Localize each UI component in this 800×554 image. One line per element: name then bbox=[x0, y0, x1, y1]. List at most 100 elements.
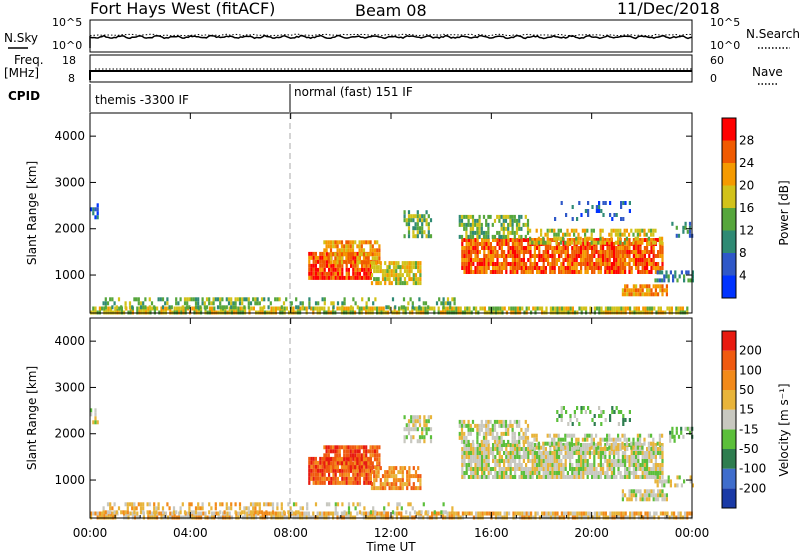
heatmap-cell bbox=[287, 510, 290, 515]
heatmap-cell bbox=[363, 460, 366, 465]
heatmap-cell bbox=[524, 431, 527, 436]
heatmap-cell bbox=[606, 463, 609, 467]
heatmap-cell bbox=[502, 214, 505, 219]
heatmap-cell bbox=[317, 480, 320, 485]
heatmap-cell bbox=[361, 464, 364, 469]
heatmap-cell bbox=[365, 271, 368, 276]
heatmap-cell bbox=[190, 297, 193, 302]
heatmap-cell bbox=[314, 472, 317, 477]
heatmap-cell bbox=[423, 427, 426, 432]
heatmap-cell bbox=[381, 269, 385, 274]
heatmap-cell bbox=[511, 246, 514, 250]
heatmap-cell bbox=[482, 214, 486, 219]
heatmap-cell bbox=[652, 451, 655, 455]
heatmap-cell bbox=[114, 306, 117, 311]
heatmap-cell bbox=[463, 250, 466, 254]
heatmap-cell bbox=[483, 306, 486, 311]
heatmap-cell bbox=[689, 475, 692, 480]
heatmap-cell bbox=[358, 306, 361, 311]
heatmap-cell bbox=[557, 228, 560, 233]
heatmap-cell bbox=[549, 511, 552, 516]
heatmap-cell bbox=[529, 246, 532, 250]
heatmap-cell bbox=[531, 451, 534, 455]
heatmap-cell bbox=[328, 263, 331, 268]
heatmap-cell bbox=[628, 292, 631, 297]
heatmap-cell bbox=[404, 306, 407, 311]
heatmap-cell bbox=[477, 511, 480, 516]
heatmap-cell bbox=[621, 246, 624, 250]
heatmap-cell bbox=[319, 460, 322, 465]
heatmap-cell bbox=[292, 306, 295, 311]
heatmap-cell bbox=[581, 437, 584, 442]
heatmap-cell bbox=[537, 441, 540, 446]
heatmap-cell bbox=[667, 278, 670, 283]
heatmap-cell bbox=[584, 270, 587, 274]
heatmap-cell bbox=[635, 475, 638, 479]
heatmap-cell bbox=[617, 228, 620, 233]
heatmap-cell bbox=[665, 270, 668, 275]
heatmap-cell bbox=[480, 439, 483, 444]
heatmap-cell bbox=[476, 459, 479, 463]
heatmap-cell bbox=[525, 447, 528, 451]
colorbar-frame bbox=[721, 117, 737, 299]
heatmap-cell bbox=[406, 265, 409, 270]
heatmap-cell bbox=[602, 250, 605, 254]
heatmap-cell bbox=[595, 238, 598, 242]
heatmap-cell bbox=[375, 486, 378, 491]
heatmap-cell bbox=[172, 506, 176, 511]
heatmap-cell bbox=[472, 447, 475, 451]
heatmap-cell bbox=[525, 250, 528, 254]
heatmap-cell bbox=[540, 445, 543, 450]
heatmap-cell bbox=[514, 266, 517, 270]
heatmap-cell bbox=[643, 262, 646, 266]
heatmap-cell bbox=[650, 475, 653, 479]
heatmap-cell bbox=[615, 511, 618, 516]
heatmap-cell bbox=[365, 240, 368, 245]
heatmap-cell bbox=[339, 480, 342, 485]
heatmap-cell bbox=[377, 277, 380, 282]
heatmap-cell bbox=[431, 306, 434, 311]
heatmap-cell bbox=[489, 250, 492, 254]
heatmap-cell bbox=[562, 455, 565, 459]
heatmap-cell bbox=[549, 447, 552, 451]
heatmap-cell bbox=[376, 240, 379, 245]
heatmap-cell bbox=[399, 470, 402, 475]
heatmap-cell bbox=[637, 475, 640, 479]
heatmap-cell bbox=[536, 451, 539, 455]
heatmap-cell bbox=[613, 471, 616, 475]
heatmap-cell bbox=[92, 420, 95, 425]
heatmap-cell bbox=[338, 306, 341, 311]
heatmap-cell bbox=[682, 225, 685, 230]
heatmap-cell bbox=[542, 258, 545, 262]
heatmap-cell bbox=[589, 511, 592, 516]
heatmap-cell bbox=[536, 254, 539, 258]
heatmap-cell bbox=[527, 455, 530, 459]
heatmap-cell bbox=[592, 228, 595, 233]
heatmap-cell bbox=[564, 463, 567, 467]
heatmap-cell bbox=[365, 457, 368, 462]
heatmap-cell bbox=[586, 270, 589, 274]
heatmap-cell bbox=[531, 463, 534, 467]
heatmap-cell bbox=[610, 445, 613, 450]
colorbar-segment bbox=[722, 429, 736, 449]
heatmap-cell bbox=[632, 262, 635, 266]
heatmap-cell bbox=[599, 240, 602, 245]
heatmap-cell bbox=[471, 439, 475, 444]
heatmap-cell bbox=[652, 228, 655, 233]
heatmap-cell bbox=[347, 472, 350, 477]
heatmap-cell bbox=[675, 233, 678, 238]
heatmap-cell bbox=[518, 419, 521, 424]
heatmap-cell bbox=[584, 459, 587, 463]
heatmap-cell bbox=[547, 254, 550, 258]
heatmap-cell bbox=[395, 474, 398, 479]
heatmap-cell bbox=[593, 246, 596, 250]
heatmap-cell bbox=[453, 297, 456, 302]
heatmap-cell bbox=[474, 471, 477, 475]
heatmap-cell bbox=[463, 222, 466, 227]
heatmap-cell bbox=[646, 489, 649, 494]
heatmap-cell bbox=[557, 433, 560, 438]
heatmap-cell bbox=[122, 510, 125, 515]
heatmap-cell bbox=[558, 455, 561, 459]
heatmap-cell bbox=[555, 475, 558, 479]
heatmap-cell bbox=[600, 511, 603, 516]
